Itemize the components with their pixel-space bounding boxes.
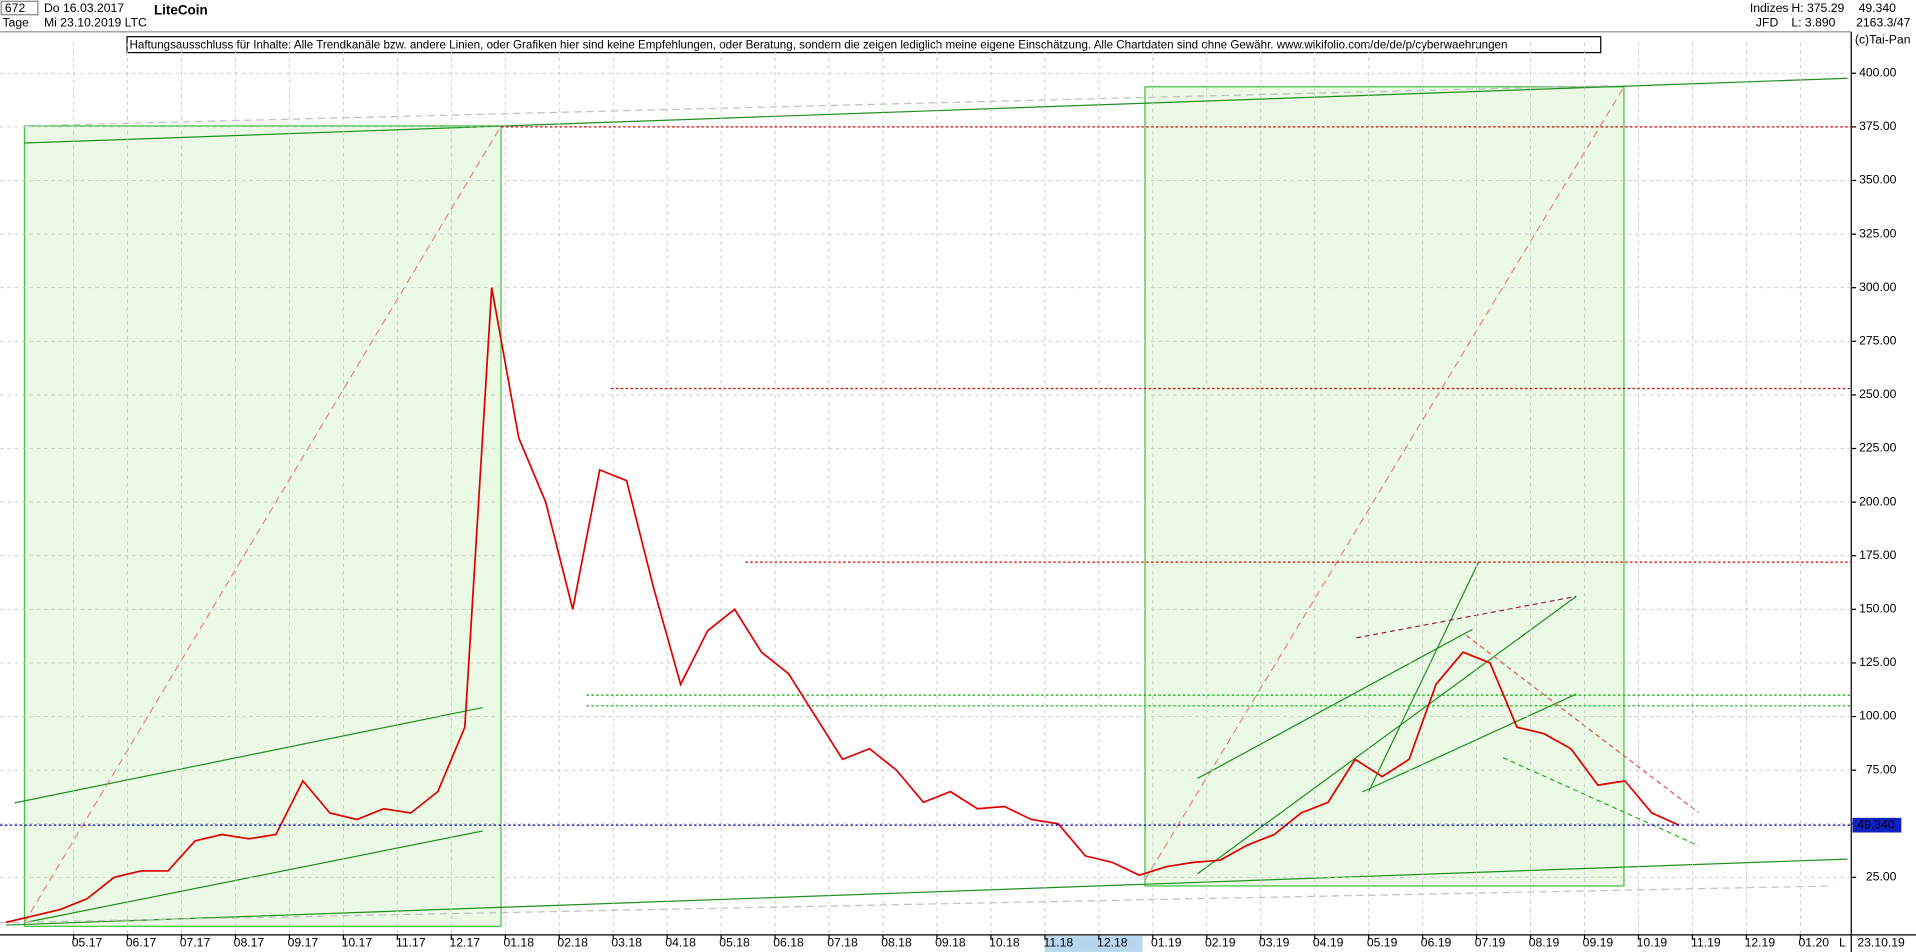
- trend-line: [1197, 628, 1473, 779]
- y-tick-label: 375.00: [1859, 119, 1897, 133]
- x-tick-label: 06.19: [1421, 936, 1452, 950]
- y-tick-label: 125.00: [1859, 655, 1897, 669]
- trend-line: [6, 858, 1848, 926]
- helper-line: [0, 885, 1833, 924]
- price-line: [5, 287, 1680, 924]
- y-tick-label: 250.00: [1859, 387, 1897, 401]
- x-tick-label: 01.19: [1151, 936, 1182, 950]
- last-value-tag: [1852, 817, 1902, 833]
- x-tick-label: 01.20: [1799, 936, 1830, 950]
- trend-line: [24, 77, 1848, 144]
- y-tick-label: 100.00: [1859, 709, 1897, 723]
- trend-line: [1502, 757, 1699, 847]
- y-tick-label: 325.00: [1859, 226, 1897, 240]
- group: Indizes: [1750, 1, 1789, 15]
- x-tick-label: 03.18: [611, 936, 642, 950]
- x-tick-label: 06.17: [126, 936, 157, 950]
- low: L: 3.890: [1791, 15, 1835, 29]
- x-tick-label: 09.18: [935, 936, 966, 950]
- x-tick-label: 03.19: [1259, 936, 1290, 950]
- x-tick-label: 08.17: [234, 936, 265, 950]
- period: Tage: [2, 15, 29, 29]
- current-date: 23.10.19: [1857, 936, 1905, 950]
- x-tick-label: 07.18: [827, 936, 858, 950]
- fan-line: [23, 125, 502, 923]
- x-tick-label: 12.19: [1745, 936, 1776, 950]
- annotations: [0, 77, 1848, 927]
- x-tick-label: 10.18: [989, 936, 1020, 950]
- x-tick-label: 09.19: [1583, 936, 1614, 950]
- x-tick-label: 10.17: [342, 936, 373, 950]
- y-tick-label: 400.00: [1859, 65, 1897, 79]
- y-tick-label: 150.00: [1859, 602, 1897, 616]
- x-tick-label: 07.19: [1475, 936, 1506, 950]
- symbol: LTC: [125, 15, 147, 29]
- x-tick-label: 04.18: [665, 936, 696, 950]
- trend-line: [1368, 561, 1480, 793]
- y-tick-label: 275.00: [1859, 334, 1897, 348]
- start-date: Do 16.03.2017: [44, 1, 124, 15]
- y-tick-label: 75.00: [1866, 762, 1897, 776]
- x-tick-label: 09.17: [288, 936, 319, 950]
- x-tick-label: 08.19: [1529, 936, 1560, 950]
- x-tick-label: 11.18: [1044, 936, 1074, 950]
- x-tick-label: 11.17: [396, 936, 426, 950]
- x-tick-label: 01.18: [503, 936, 534, 950]
- copyright: (c)Tai-Pan: [1855, 33, 1911, 47]
- x-tick-label: 02.19: [1205, 936, 1236, 950]
- x-tick-label: 06.18: [773, 936, 804, 950]
- x-tick-label: 04.19: [1313, 936, 1344, 950]
- x-tick-label: 05.18: [719, 936, 750, 950]
- trend-line: [1362, 693, 1577, 793]
- x-tick-label: 12.17: [450, 936, 481, 950]
- y-tick-label: 25.00: [1866, 870, 1897, 884]
- x-tick-label: 12.18: [1097, 936, 1128, 950]
- x-tick-label: 10.19: [1637, 936, 1668, 950]
- x-tick-label: 02.18: [557, 936, 588, 950]
- trend-line: [1356, 595, 1577, 639]
- axis-highlight: [1044, 936, 1143, 952]
- high: H: 375.29: [1791, 1, 1844, 15]
- trend-line: [1465, 634, 1699, 814]
- scale-mode: L: [1839, 936, 1846, 950]
- info: 2163.3/47: [1856, 15, 1911, 29]
- last-value-label: 49.340: [1857, 817, 1895, 831]
- y-tick-label: 300.00: [1859, 280, 1897, 294]
- count-box: [0, 0, 39, 16]
- disclaimer-box: [126, 36, 1602, 54]
- y-tick-label: 225.00: [1859, 441, 1897, 455]
- fan-line: [1144, 86, 1625, 881]
- trend-line: [14, 706, 483, 804]
- y-tick-label: 200.00: [1859, 494, 1897, 508]
- last: 49.340: [1859, 1, 1897, 15]
- helper-line: [24, 84, 1613, 127]
- chart-title: LiteCoin: [154, 3, 208, 18]
- y-tick-label: 175.00: [1859, 548, 1897, 562]
- y-tick-label: 350.00: [1859, 173, 1897, 187]
- source: JFD: [1756, 15, 1779, 29]
- x-tick-label: 05.19: [1367, 936, 1398, 950]
- x-tick-label: 05.17: [72, 936, 103, 950]
- trend-line: [24, 830, 483, 924]
- end-date: Mi 23.10.2019: [44, 15, 122, 29]
- x-tick-label: 11.19: [1691, 936, 1721, 950]
- x-tick-label: 07.17: [180, 936, 211, 950]
- x-tick-label: 08.18: [881, 936, 912, 950]
- disclaimer: Haftungsausschluss für Inhalte: Alle Tre…: [130, 38, 1508, 51]
- count: 672: [5, 1, 26, 15]
